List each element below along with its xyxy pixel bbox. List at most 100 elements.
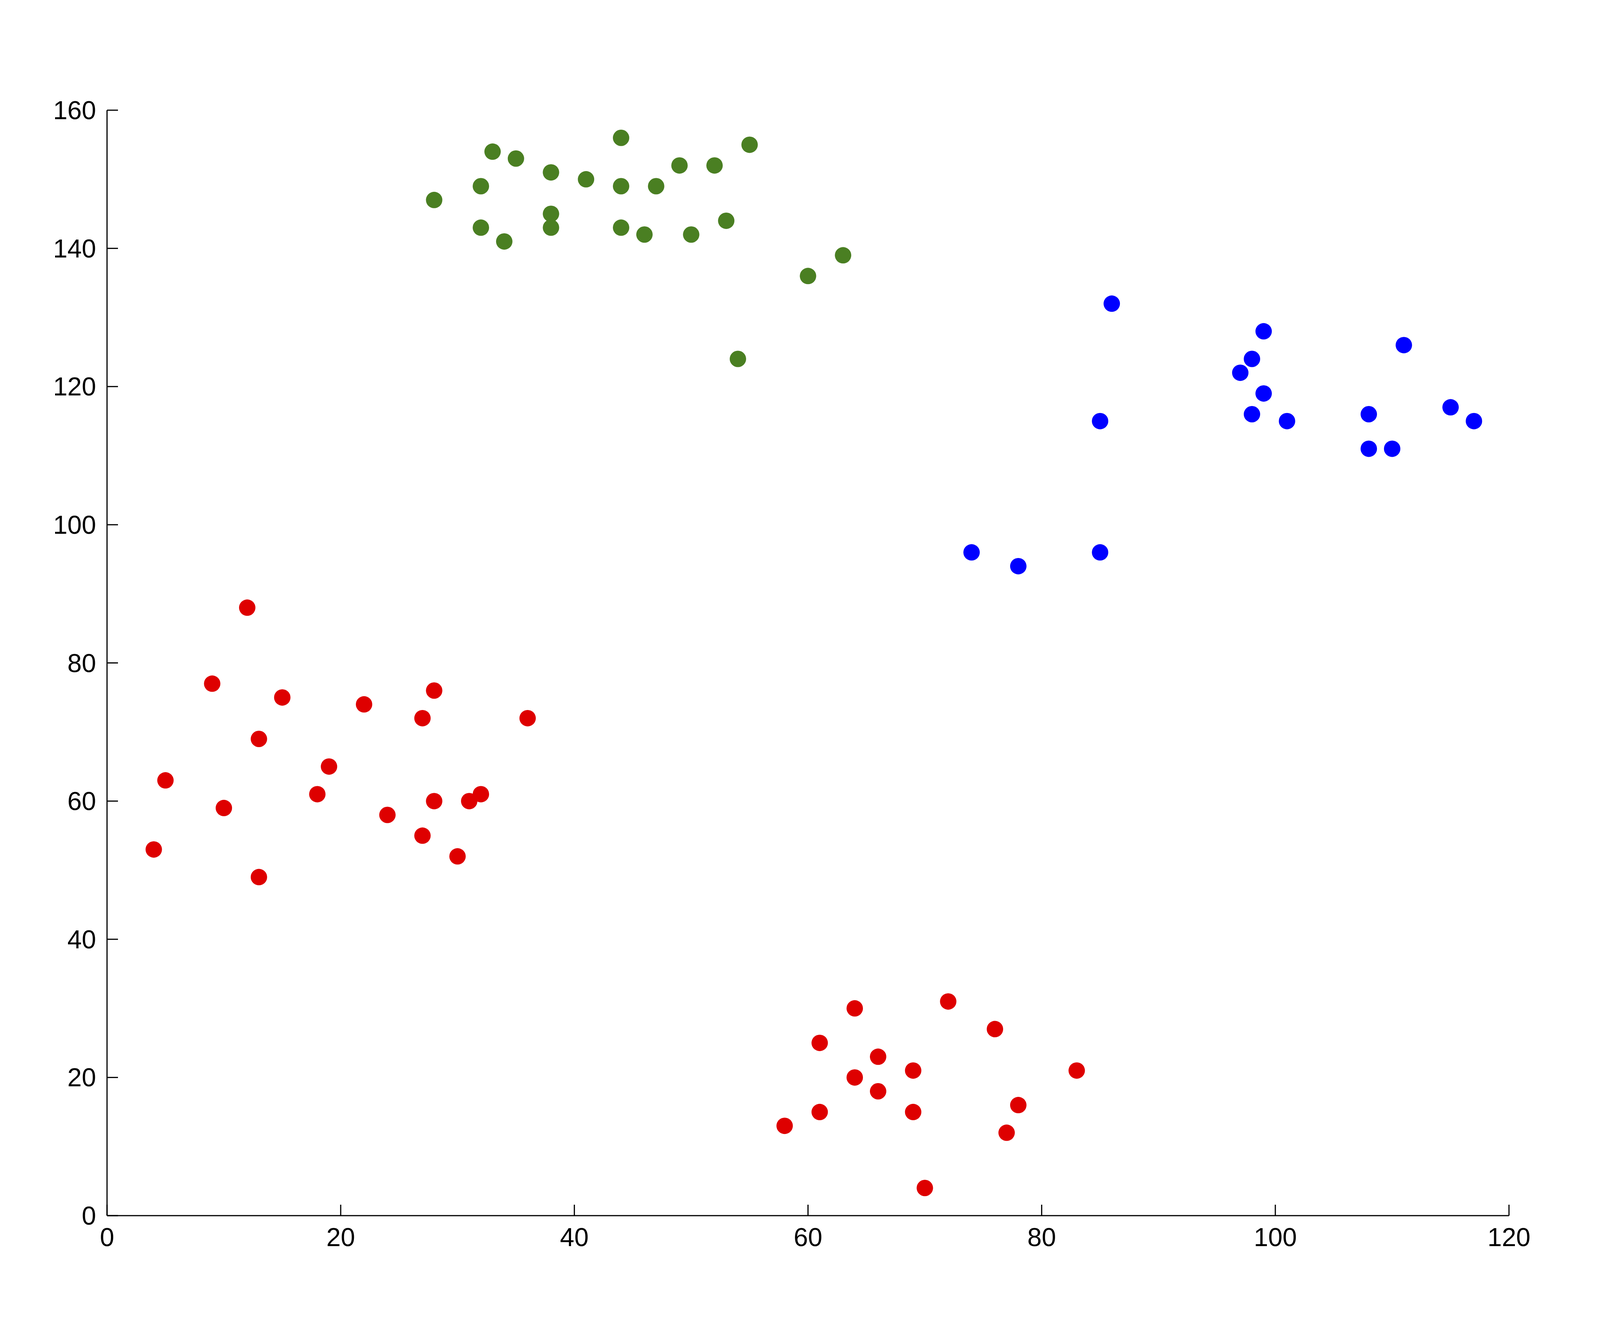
point	[1255, 323, 1272, 340]
point	[542, 164, 560, 181]
point	[834, 246, 852, 264]
point	[800, 267, 817, 284]
point	[1103, 295, 1120, 312]
point	[1243, 350, 1261, 368]
x-tick	[807, 1204, 809, 1216]
point	[519, 709, 536, 727]
point	[414, 827, 431, 844]
background	[0, 0, 1600, 1327]
point	[1243, 405, 1261, 423]
y-tick	[107, 109, 118, 111]
point	[939, 992, 957, 1010]
point	[1383, 440, 1401, 457]
point	[986, 1020, 1004, 1038]
x-tick-label: 20	[326, 1222, 355, 1252]
point	[542, 219, 560, 236]
point	[612, 219, 630, 236]
x-tick	[1508, 1204, 1510, 1216]
point	[239, 599, 256, 616]
x-tick	[340, 1204, 342, 1216]
point	[496, 233, 513, 250]
point	[869, 1048, 887, 1065]
y-tick-label: 60	[67, 786, 97, 816]
point	[1232, 364, 1249, 381]
point	[1010, 557, 1027, 575]
point	[916, 1179, 934, 1196]
point	[612, 177, 630, 195]
y-tick	[107, 1076, 118, 1078]
point	[671, 157, 688, 174]
point	[355, 696, 373, 713]
point	[449, 848, 466, 865]
point	[425, 191, 443, 209]
point	[215, 799, 233, 817]
point	[869, 1082, 887, 1100]
y-tick-label: 0	[81, 1200, 97, 1230]
y-tick	[107, 1214, 118, 1217]
point	[729, 350, 747, 368]
y-tick-label: 100	[53, 510, 97, 540]
point	[1278, 412, 1296, 430]
y-tick-label: 40	[67, 924, 97, 954]
y-tick-label: 160	[53, 95, 97, 125]
point	[157, 771, 174, 789]
point	[425, 792, 443, 809]
y-tick	[107, 800, 118, 802]
series	[963, 295, 1483, 575]
y-tick-label: 80	[67, 648, 97, 678]
point	[203, 675, 221, 692]
point	[507, 150, 525, 167]
point	[1360, 440, 1377, 457]
point	[963, 544, 980, 561]
point	[636, 226, 653, 243]
point	[145, 841, 163, 858]
x-tick	[573, 1204, 575, 1216]
point	[425, 682, 443, 699]
x-tick	[1274, 1204, 1276, 1216]
y-tick-label: 20	[67, 1062, 97, 1092]
point	[472, 785, 490, 802]
point	[905, 1062, 922, 1079]
y-tick-label: 140	[53, 233, 97, 263]
x-tick	[1041, 1204, 1043, 1216]
series	[425, 129, 852, 368]
point	[250, 868, 268, 886]
point	[379, 806, 396, 823]
point	[484, 143, 501, 160]
point	[717, 212, 735, 229]
point	[308, 785, 326, 802]
point	[706, 157, 723, 174]
x-tick-label: 40	[560, 1222, 589, 1252]
point	[1010, 1096, 1027, 1113]
x-tick-label: 80	[1027, 1222, 1056, 1252]
point	[1255, 385, 1272, 402]
x-tick-label: 0	[100, 1222, 115, 1252]
point	[1068, 1062, 1085, 1079]
point	[1442, 398, 1459, 416]
point	[1360, 405, 1377, 423]
point	[682, 226, 700, 243]
x-tick-label: 120	[1487, 1222, 1531, 1252]
point	[998, 1124, 1015, 1141]
series	[145, 599, 1086, 1196]
point	[250, 730, 268, 747]
point	[648, 177, 665, 195]
point	[577, 171, 595, 188]
point	[1091, 544, 1109, 561]
point	[1091, 412, 1109, 430]
y-tick-label: 120	[53, 371, 97, 401]
point	[811, 1103, 828, 1120]
point	[905, 1103, 922, 1120]
y-tick	[107, 938, 118, 940]
plot-area	[145, 129, 1483, 1197]
point	[414, 709, 431, 727]
point	[811, 1034, 828, 1051]
point	[1465, 412, 1483, 430]
point	[846, 1068, 863, 1086]
point	[472, 219, 490, 236]
y-tick	[107, 247, 118, 249]
point	[612, 129, 630, 147]
point	[320, 758, 338, 775]
point	[472, 177, 490, 195]
x-tick-label: 100	[1253, 1222, 1297, 1252]
